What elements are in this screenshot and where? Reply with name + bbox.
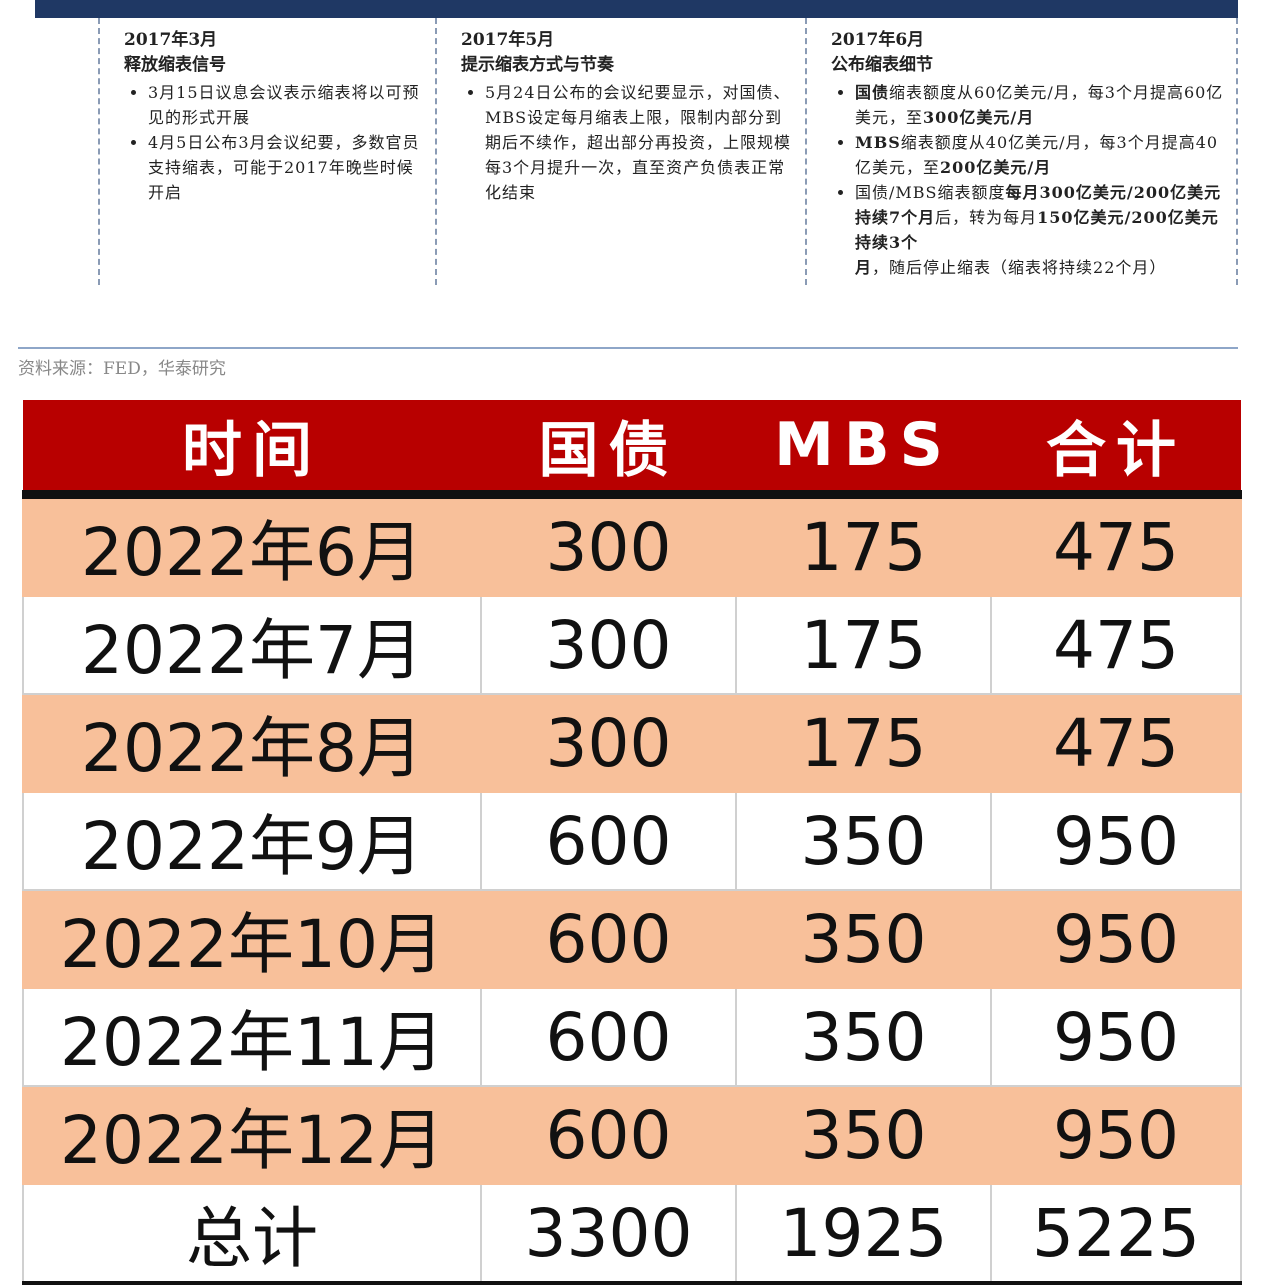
row-label: 2022年10月 xyxy=(22,889,482,989)
row-label: 2022年7月 xyxy=(22,595,482,695)
cell-value: 600 xyxy=(480,1085,737,1185)
bullet-text: 缩表额度从60亿美元/月，每3个月提高60亿美元，至 xyxy=(855,83,1224,127)
cell-value: 350 xyxy=(735,987,992,1087)
cell-value: 300 xyxy=(480,693,737,793)
bullet-text: 150亿美元/200亿美元持续3个月 xyxy=(855,208,1219,277)
divider xyxy=(18,347,1238,349)
milestone-date: 2017年5月 xyxy=(461,30,555,50)
bullet-list: 国债缩表额度从60亿美元/月，每3个月提高60亿美元，至300亿美元/月MBS缩… xyxy=(831,80,1226,280)
table-row: 2022年9月 600 350 950 xyxy=(22,791,1242,891)
column-header: 合计 xyxy=(991,400,1241,499)
source-note: 资料来源：FED，华泰研究 xyxy=(18,359,226,379)
cell-value: 175 xyxy=(735,595,992,695)
bullet: 5月24日公布的会议纪要显示，对国债、MBS设定每月缩表上限，限制内部分到期后不… xyxy=(485,80,795,205)
cell-value: 950 xyxy=(990,987,1242,1087)
cell-value: 300 xyxy=(480,595,737,695)
column-header: 时间 xyxy=(23,400,481,499)
table-row: 2022年6月 300 175 475 xyxy=(22,493,1242,597)
cell-value: 950 xyxy=(990,1085,1242,1185)
bullet: 4月5日公布3月会议纪要，多数官员支持缩表，可能于2017年晚些时候开启 xyxy=(148,130,425,205)
milestone-title: 释放缩表信号 xyxy=(124,55,226,75)
cell-value: 475 xyxy=(990,493,1242,597)
bullet-text: 300亿美元/月 xyxy=(923,108,1035,127)
timeline-column: 2017年6月公布缩表细节国债缩表额度从60亿美元/月，每3个月提高60亿美元，… xyxy=(805,18,1238,285)
row-label: 2022年9月 xyxy=(22,791,482,891)
bullet-text: 国债 xyxy=(855,83,890,102)
bullet-text: 5月24日公布的会议纪要显示，对国债、MBS设定每月缩表上限，限制内部分到期后不… xyxy=(485,83,792,202)
milestone-date: 2017年6月 xyxy=(831,30,925,50)
row-label: 2022年8月 xyxy=(22,693,482,793)
cell-value: 350 xyxy=(735,889,992,989)
cell-value: 1925 xyxy=(735,1183,992,1285)
cell-value: 350 xyxy=(735,791,992,891)
cell-value: 950 xyxy=(990,889,1242,989)
bullet-text: ，随后停止缩表（缩表将持续22个月） xyxy=(872,258,1167,277)
bullet-text: 200亿美元/月 xyxy=(940,158,1052,177)
bullet: 国债缩表额度从60亿美元/月，每3个月提高60亿美元，至300亿美元/月 xyxy=(855,80,1226,130)
milestone-title: 公布缩表细节 xyxy=(831,55,933,75)
bullet-list: 5月24日公布的会议纪要显示，对国债、MBS设定每月缩表上限，限制内部分到期后不… xyxy=(461,80,795,205)
cell-value: 3300 xyxy=(480,1183,737,1285)
cell-value: 300 xyxy=(480,493,737,597)
table-body: 2022年6月 300 175 475 2022年7月 300 175 475 2022年8月 3… xyxy=(22,493,1242,1285)
bullet-text: 国债/MBS缩表额度 xyxy=(855,183,1006,202)
bullet: 3月15日议息会议表示缩表将以可预见的形式开展 xyxy=(148,80,425,130)
bullet-text: 每月300亿美元/200亿美元持续7个月 xyxy=(855,183,1222,227)
bullet-text: 3月15日议息会议表示缩表将以可预见的形式开展 xyxy=(148,83,420,127)
cell-value: 175 xyxy=(735,693,992,793)
cell-value: 350 xyxy=(735,1085,992,1185)
top-bar xyxy=(35,0,1238,18)
cell-value: 600 xyxy=(480,987,737,1087)
bullet: 国债/MBS缩表额度每月300亿美元/200亿美元持续7个月后，转为每月150亿… xyxy=(855,180,1226,280)
row-label: 2022年12月 xyxy=(22,1085,482,1185)
header-row: 时间 国债 MBS 合计 xyxy=(23,400,1241,499)
bullet-text: 缩表额度从40亿美元/月，每3个月提高40亿美元，至 xyxy=(855,133,1219,177)
milestone-date: 2017年3月 xyxy=(124,30,218,50)
table-row: 2022年11月 600 350 950 xyxy=(22,987,1242,1087)
bullet: MBS缩表额度从40亿美元/月，每3个月提高40亿美元，至200亿美元/月 xyxy=(855,130,1226,180)
bullet-text: 4月5日公布3月会议纪要，多数官员支持缩表，可能于2017年晚些时候开启 xyxy=(148,133,420,202)
milestone-title: 提示缩表方式与节奏 xyxy=(461,55,614,75)
bullet-text: MBS xyxy=(855,133,901,152)
cell-value: 600 xyxy=(480,889,737,989)
table-row: 2022年10月 600 350 950 xyxy=(22,889,1242,989)
cell-value: 600 xyxy=(480,791,737,891)
row-label: 总计 xyxy=(22,1183,482,1285)
cell-value: 475 xyxy=(990,595,1242,695)
table-row: 2022年8月 300 175 475 xyxy=(22,693,1242,793)
table-row: 2022年12月 600 350 950 xyxy=(22,1085,1242,1185)
table-row: 2022年7月 300 175 475 xyxy=(22,595,1242,695)
row-label: 2022年6月 xyxy=(22,493,482,597)
qt-table: 时间 国债 MBS 合计 2022年6月 300 175 475 2022年7月 300 175 4… xyxy=(22,400,1242,1285)
column-header: 国债 xyxy=(481,400,736,499)
cell-value: 475 xyxy=(990,693,1242,793)
cell-value: 5225 xyxy=(990,1183,1242,1285)
cell-value: 950 xyxy=(990,791,1242,891)
row-label: 2022年11月 xyxy=(22,987,482,1087)
table-row: 总计 3300 1925 5225 xyxy=(22,1183,1242,1285)
bullet-text: 后，转为每月 xyxy=(935,208,1038,227)
bullet-list: 3月15日议息会议表示缩表将以可预见的形式开展 4月5日公布3月会议纪要，多数官员… xyxy=(124,80,425,205)
cell-value: 175 xyxy=(735,493,992,597)
column-header: MBS xyxy=(736,400,991,499)
